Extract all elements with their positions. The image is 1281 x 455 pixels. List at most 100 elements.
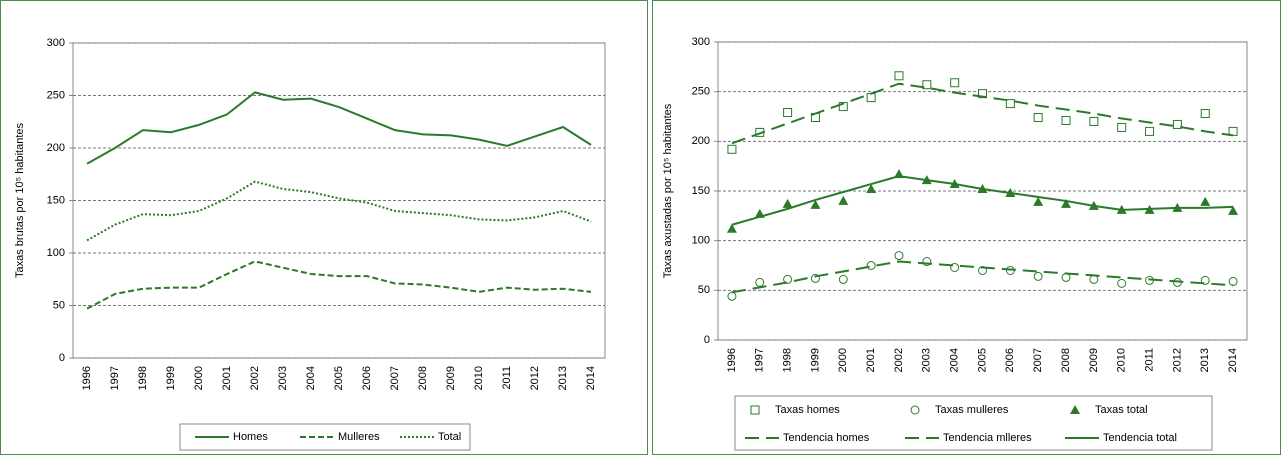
- data-point: [922, 80, 932, 90]
- data-point: [1061, 198, 1072, 208]
- series-line: [86, 91, 592, 165]
- legend-label: Taxas mulleres: [935, 404, 1009, 416]
- series-line: [86, 260, 592, 310]
- x-tick-label: 2007: [389, 366, 401, 390]
- data-point: [1200, 196, 1211, 206]
- legend-label: Tendencia total: [1103, 432, 1177, 444]
- data-point: [838, 274, 848, 284]
- legend-label: Tendencia homes: [783, 432, 870, 444]
- y-axis-label: Taxas axustadas por 10⁵ habitantes: [662, 103, 674, 278]
- data-point: [1228, 205, 1239, 215]
- data-point: [1172, 119, 1182, 129]
- data-point: [1033, 196, 1044, 206]
- data-point: [1117, 122, 1127, 132]
- x-tick-label: 2005: [333, 366, 345, 390]
- x-tick-label: 2006: [1004, 348, 1016, 372]
- y-tick-label: 300: [692, 36, 710, 48]
- y-tick-label: 300: [47, 37, 65, 49]
- data-point: [726, 223, 737, 233]
- series-line: [731, 82, 1234, 145]
- data-point: [866, 93, 876, 103]
- x-tick-label: 2010: [1116, 348, 1128, 372]
- x-tick-label: 2012: [1171, 348, 1183, 372]
- data-point: [1089, 116, 1099, 126]
- x-tick-label: 2001: [221, 366, 233, 390]
- x-tick-label: 2000: [193, 366, 205, 390]
- data-point: [838, 195, 849, 205]
- y-tick-label: 250: [47, 89, 65, 101]
- y-axis-label: Taxas brutas por 10⁵ habitantes: [14, 123, 26, 278]
- data-point: [1117, 278, 1127, 288]
- legend-label: Homes: [233, 431, 268, 443]
- x-tick-label: 2007: [1032, 348, 1044, 372]
- x-tick-label: 2005: [976, 348, 988, 372]
- x-tick-label: 1996: [81, 366, 93, 390]
- data-point: [1033, 271, 1043, 281]
- x-tick-label: 2014: [1227, 348, 1239, 372]
- x-tick-label: 2006: [361, 366, 373, 390]
- x-tick-label: 2001: [865, 348, 877, 372]
- legend-label: Taxas homes: [775, 404, 840, 416]
- panel-border: [0, 0, 648, 455]
- data-point: [950, 78, 960, 88]
- y-tick-label: 150: [47, 194, 65, 206]
- data-point: [1005, 99, 1015, 109]
- y-tick-label: 250: [692, 86, 710, 98]
- x-tick-label: 1998: [137, 366, 149, 390]
- legend-label: Taxas total: [1095, 404, 1148, 416]
- legend-swatch: [910, 405, 920, 415]
- x-tick-label: 2010: [473, 366, 485, 390]
- data-point: [866, 184, 877, 194]
- x-tick-label: 1997: [754, 348, 766, 372]
- x-tick-label: 1996: [726, 348, 738, 372]
- y-tick-label: 150: [692, 185, 710, 197]
- y-tick-label: 50: [53, 299, 65, 311]
- data-point: [1061, 115, 1071, 125]
- x-tick-label: 1998: [782, 348, 794, 372]
- data-point: [783, 108, 793, 118]
- x-tick-label: 2014: [585, 366, 597, 390]
- x-tick-label: 2004: [305, 366, 317, 390]
- y-tick-label: 0: [704, 334, 710, 346]
- data-point: [894, 71, 904, 81]
- x-tick-label: 2009: [445, 366, 457, 390]
- x-tick-label: 2003: [277, 366, 289, 390]
- x-tick-label: 2009: [1088, 348, 1100, 372]
- legend-label: Total: [438, 431, 461, 443]
- y-tick-label: 0: [59, 352, 65, 364]
- x-tick-label: 2012: [529, 366, 541, 390]
- y-tick-label: 200: [692, 135, 710, 147]
- data-point: [894, 251, 904, 261]
- legend-box: [734, 395, 1213, 451]
- data-point: [978, 89, 987, 99]
- x-tick-label: 2008: [1060, 348, 1072, 372]
- data-point: [755, 277, 765, 287]
- series-line: [731, 260, 1234, 294]
- data-point: [727, 291, 737, 301]
- x-tick-label: 2013: [557, 366, 569, 390]
- x-tick-label: 1999: [165, 366, 177, 390]
- data-point: [1033, 112, 1043, 122]
- x-tick-label: 2008: [417, 366, 429, 390]
- y-tick-label: 100: [692, 235, 710, 247]
- x-tick-label: 2004: [949, 348, 961, 372]
- y-tick-label: 100: [47, 247, 65, 259]
- data-point: [810, 199, 821, 209]
- data-point: [1200, 109, 1210, 119]
- data-point: [782, 198, 793, 208]
- data-point: [1145, 126, 1155, 136]
- legend-swatch: [750, 405, 760, 415]
- x-tick-label: 1997: [109, 366, 121, 390]
- series-line: [731, 175, 1234, 226]
- series-line: [86, 180, 592, 242]
- data-point: [783, 274, 793, 284]
- data-point: [866, 261, 876, 270]
- x-tick-label: 2011: [501, 366, 513, 390]
- x-tick-label: 2002: [893, 348, 905, 372]
- x-tick-label: 2002: [249, 366, 261, 390]
- x-tick-label: 2003: [921, 348, 933, 372]
- panel-border: [652, 0, 1281, 455]
- legend-label: Mulleres: [338, 431, 380, 443]
- x-tick-label: 2013: [1199, 348, 1211, 372]
